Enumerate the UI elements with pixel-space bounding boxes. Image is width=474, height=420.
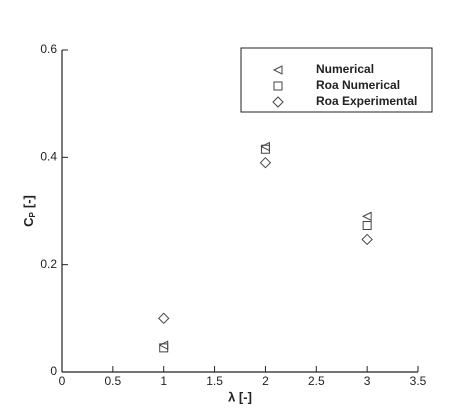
point [158, 312, 170, 325]
y-tick-label: 0.4 [40, 150, 57, 164]
legend-label: Numerical [316, 62, 374, 76]
legend-label: Roa Experimental [316, 94, 417, 108]
x-tick-label: 1 [160, 374, 167, 388]
point [158, 340, 169, 350]
y-label-unit: [-] [21, 195, 36, 208]
legend-marker [273, 81, 283, 91]
legend-marker [272, 96, 284, 108]
y-tick-label: 0.6 [40, 42, 57, 56]
legend-box [240, 47, 433, 113]
point [259, 156, 272, 169]
x-axis-label: λ [-] [228, 389, 252, 404]
y-label-sub: P [28, 211, 37, 217]
y-axis-label: CP [-] [21, 195, 37, 227]
x-tick-label: 3.5 [410, 374, 427, 388]
point [362, 211, 372, 222]
y-label-main: C [21, 217, 36, 227]
y-tick-label: 0 [50, 364, 57, 378]
y-tick-label: 0.2 [40, 257, 57, 271]
x-tick-label: 0 [59, 374, 66, 388]
x-tick-label: 2.5 [308, 374, 325, 388]
legend-label: Roa Numerical [316, 78, 400, 92]
point [361, 233, 373, 246]
point [362, 220, 372, 230]
point [260, 141, 270, 152]
point [260, 144, 270, 154]
x-tick-label: 1.5 [206, 374, 223, 388]
legend-marker [272, 65, 283, 75]
x-tick-label: 0.5 [105, 374, 122, 388]
x-tick-label: 2 [262, 374, 269, 388]
x-tick-label: 3 [364, 374, 371, 388]
point [159, 343, 169, 353]
